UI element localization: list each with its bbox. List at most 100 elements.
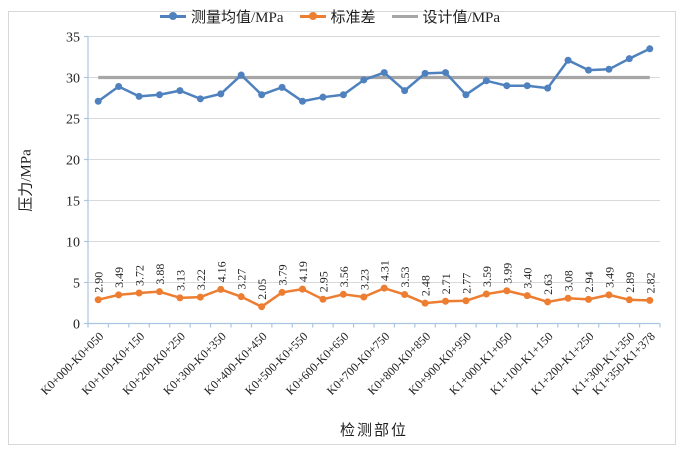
x-axis-title: 检测部位: [339, 423, 408, 439]
std-dev-marker: [237, 293, 245, 301]
measured-mean-marker: [462, 91, 470, 99]
std-dev-data-label: 3.53: [398, 267, 412, 288]
legend-item-measured-mean: 测量均值/MPa: [160, 6, 284, 27]
measured-mean-marker: [564, 56, 572, 64]
y-tick-label: 20: [66, 154, 80, 169]
std-dev-data-label: 3.59: [480, 266, 494, 287]
std-dev-data-label: 2.77: [459, 273, 473, 294]
std-dev-marker: [646, 296, 654, 304]
std-dev-marker: [196, 293, 204, 301]
std-dev-marker: [278, 288, 286, 296]
legend-label-measured-mean: 测量均值/MPa: [191, 9, 284, 26]
y-axis-title: 压力/MPa: [18, 149, 35, 212]
measured-mean-marker: [258, 91, 266, 99]
measured-mean-marker: [278, 83, 286, 91]
std-dev-marker: [523, 292, 531, 300]
chart-border: [8, 11, 676, 445]
design-value-line-icon: [391, 12, 418, 20]
measured-mean-line-marker-icon: [160, 12, 186, 20]
std-dev-data-label: 3.49: [602, 267, 616, 288]
std-dev-data-label: 3.27: [235, 269, 249, 290]
std-dev-line-marker-icon: [299, 12, 326, 20]
std-dev-data-label: 2.95: [316, 271, 330, 292]
std-dev-data-label: 3.49: [112, 267, 126, 288]
std-dev-data-label: 2.63: [541, 274, 555, 295]
measured-mean-marker: [319, 93, 327, 101]
std-dev-data-label: 3.56: [337, 266, 351, 287]
measured-mean-marker: [339, 91, 347, 99]
std-dev-data-label: 4.31: [378, 260, 392, 281]
std-dev-data-label: 3.79: [276, 264, 290, 285]
std-dev-marker: [503, 287, 511, 295]
std-dev-data-label: 2.90: [92, 272, 106, 293]
y-tick-label: 5: [73, 277, 80, 292]
std-dev-data-label: 4.19: [296, 261, 310, 282]
y-tick-label: 10: [66, 236, 80, 251]
std-dev-marker: [421, 299, 429, 307]
std-dev-data-label: 3.99: [500, 263, 514, 284]
measured-mean-marker: [360, 76, 368, 84]
measured-mean-marker: [625, 55, 633, 63]
measured-mean-marker: [442, 69, 449, 77]
legend-label-design-value: 设计值/MPa: [422, 9, 501, 26]
std-dev-marker: [156, 288, 163, 296]
measured-mean-marker: [482, 77, 490, 85]
std-dev-marker: [585, 295, 592, 303]
std-dev-data-label: 3.08: [562, 270, 576, 291]
legend-item-design-value: 设计值/MPa: [391, 6, 501, 27]
std-dev-data-label: 3.13: [173, 270, 187, 291]
std-dev-marker: [360, 293, 368, 301]
measured-mean-marker: [196, 95, 204, 103]
y-tick-label: 0: [73, 318, 80, 333]
measured-mean-marker: [503, 82, 511, 90]
std-dev-marker: [217, 285, 225, 293]
measured-mean-marker: [156, 91, 163, 99]
measured-mean-marker: [421, 69, 429, 77]
std-dev-marker: [176, 294, 184, 302]
std-dev-line: [96, 286, 652, 308]
y-tick-label: 30: [66, 72, 80, 87]
y-tick-label: 25: [66, 113, 80, 128]
std-dev-data-label: 2.05: [255, 279, 269, 300]
measured-mean-marker: [299, 97, 306, 105]
std-dev-marker: [564, 294, 572, 302]
std-dev-marker: [380, 284, 388, 292]
measured-mean-marker: [380, 69, 388, 77]
measured-mean-marker: [523, 82, 531, 90]
y-tick-label: 15: [66, 195, 80, 210]
measured-mean-marker: [401, 87, 409, 95]
measured-mean-marker: [646, 45, 654, 53]
measured-mean-marker: [94, 97, 102, 105]
std-dev-data-label: 3.22: [194, 269, 208, 290]
measured-mean-marker: [585, 66, 592, 74]
std-dev-marker: [625, 296, 633, 304]
std-dev-data-label: 2.48: [419, 275, 433, 296]
std-dev-marker: [605, 291, 613, 299]
legend-label-std-dev: 标准差: [330, 9, 376, 26]
measured-mean-marker: [544, 84, 552, 92]
std-dev-data-label: 4.16: [214, 261, 228, 282]
measured-mean-marker: [237, 71, 245, 79]
measured-mean-marker: [115, 83, 123, 91]
y-tick-label: 35: [66, 31, 80, 46]
measured-mean-marker: [176, 87, 184, 95]
measured-mean-marker: [217, 90, 225, 98]
measured-mean-marker: [135, 92, 143, 100]
std-dev-data-label: 2.71: [439, 273, 453, 294]
std-dev-marker: [258, 303, 266, 311]
std-dev-marker: [482, 290, 490, 298]
legend-item-std-dev: 标准差: [299, 6, 376, 27]
std-dev-marker: [299, 285, 306, 293]
measured-mean-marker: [605, 65, 613, 73]
std-dev-marker: [115, 291, 123, 299]
measured-mean-line: [96, 47, 652, 103]
std-dev-marker: [94, 296, 102, 304]
std-dev-data-label: 2.94: [582, 271, 596, 292]
std-dev-marker: [462, 297, 470, 305]
std-dev-marker: [319, 295, 327, 303]
std-dev-marker: [135, 289, 143, 297]
std-dev-data-label: 3.88: [153, 264, 167, 285]
std-dev-marker: [442, 297, 449, 305]
